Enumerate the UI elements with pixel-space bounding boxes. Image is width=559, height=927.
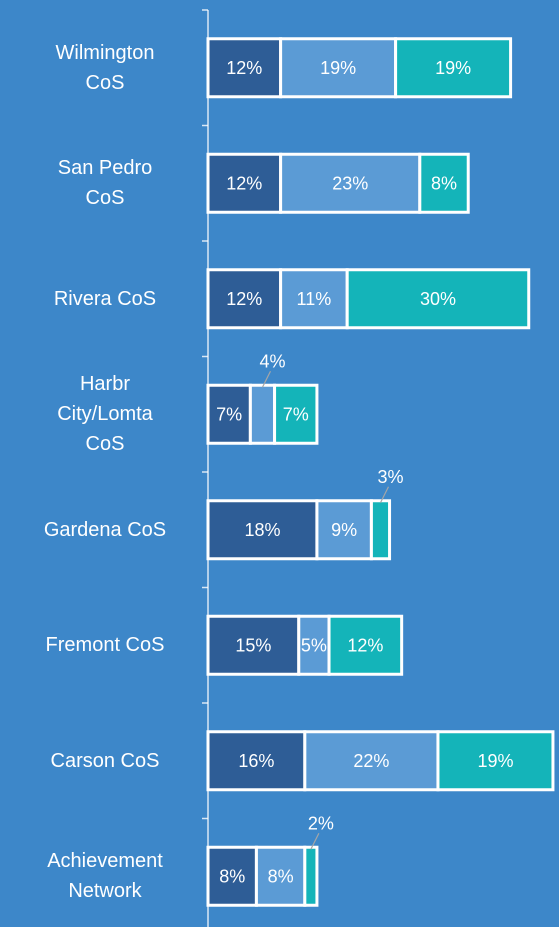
data-label: 16%: [238, 751, 274, 771]
bar-segment: [206, 730, 307, 792]
category-label: San Pedro CoS: [57, 157, 153, 210]
data-label: 8%: [219, 866, 245, 886]
bar-segment: [436, 730, 555, 792]
bar-segment: [297, 614, 331, 676]
leader-line: [379, 486, 390, 504]
bar-segment: [394, 37, 513, 99]
data-label: 5%: [301, 635, 327, 655]
data-label: 7%: [216, 404, 242, 424]
data-label: 30%: [420, 289, 456, 309]
data-label: 19%: [320, 58, 356, 78]
data-label: 12%: [226, 289, 262, 309]
bar-segment: [345, 268, 531, 330]
bar-segment: [327, 614, 404, 676]
bar-segment: [279, 152, 422, 214]
data-label: 18%: [244, 520, 280, 540]
data-label: 8%: [268, 866, 294, 886]
data-label: 22%: [353, 751, 389, 771]
category-label: Gardena CoS: [43, 518, 167, 541]
leader-line: [310, 832, 320, 850]
bar-segment: [206, 614, 301, 676]
bar-segment: [418, 152, 470, 214]
bar-segment: [303, 845, 319, 907]
data-label: 12%: [226, 58, 262, 78]
data-label: 11%: [297, 289, 332, 309]
category-label: Achievement Network: [47, 850, 163, 903]
bar-segment: [273, 383, 319, 445]
bar-segment: [206, 383, 252, 445]
bar-segment: [254, 845, 307, 907]
category-label: Harbr City/Lomta CoS: [57, 373, 153, 456]
data-label: 7%: [283, 404, 309, 424]
data-label: 12%: [347, 635, 383, 655]
data-label: 9%: [331, 520, 357, 540]
data-label: 12%: [226, 173, 262, 193]
category-label: Wilmington CoS: [55, 41, 155, 94]
category-label: Rivera CoS: [53, 287, 157, 310]
bar-segment: [206, 268, 283, 330]
data-label: 3%: [377, 467, 403, 487]
data-label: 8%: [431, 173, 457, 193]
bar-segment: [206, 152, 283, 214]
bar-segment: [279, 37, 398, 99]
data-label: 19%: [435, 58, 471, 78]
data-label: 4%: [259, 351, 285, 371]
bar-segment: [248, 383, 277, 445]
bar-segment: [369, 499, 392, 561]
category-label: Carson CoS: [50, 749, 160, 772]
bar-segment: [206, 845, 258, 907]
category-label: Fremont CoS: [45, 634, 165, 657]
leader-line: [261, 370, 272, 388]
data-label: 2%: [308, 813, 334, 833]
data-label: 23%: [332, 173, 368, 193]
data-label: 19%: [477, 751, 513, 771]
data-label: 15%: [235, 635, 271, 655]
